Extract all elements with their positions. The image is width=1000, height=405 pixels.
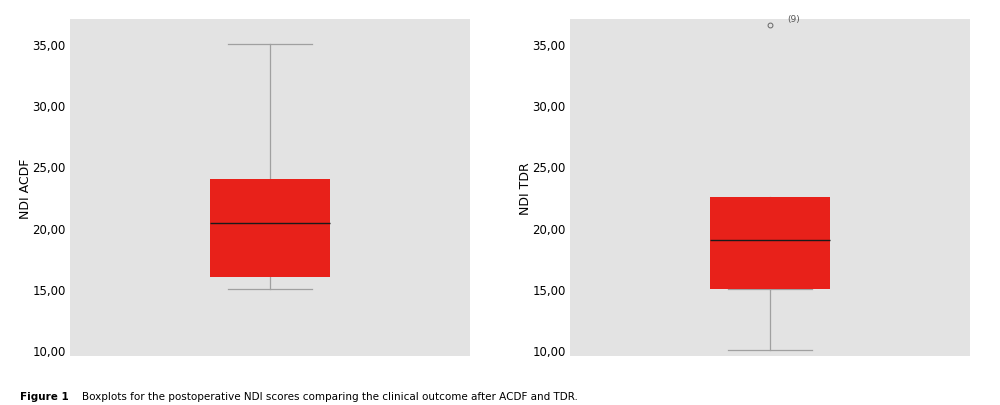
Y-axis label: NDI ACDF: NDI ACDF [19, 158, 32, 218]
Bar [710, 198, 830, 289]
Bar [210, 179, 330, 277]
Text: Figure 1: Figure 1 [20, 391, 72, 401]
Y-axis label: NDI TDR: NDI TDR [519, 162, 532, 215]
Text: Boxplots for the postoperative NDI scores comparing the clinical outcome after A: Boxplots for the postoperative NDI score… [82, 391, 578, 401]
Text: (9): (9) [787, 15, 800, 24]
